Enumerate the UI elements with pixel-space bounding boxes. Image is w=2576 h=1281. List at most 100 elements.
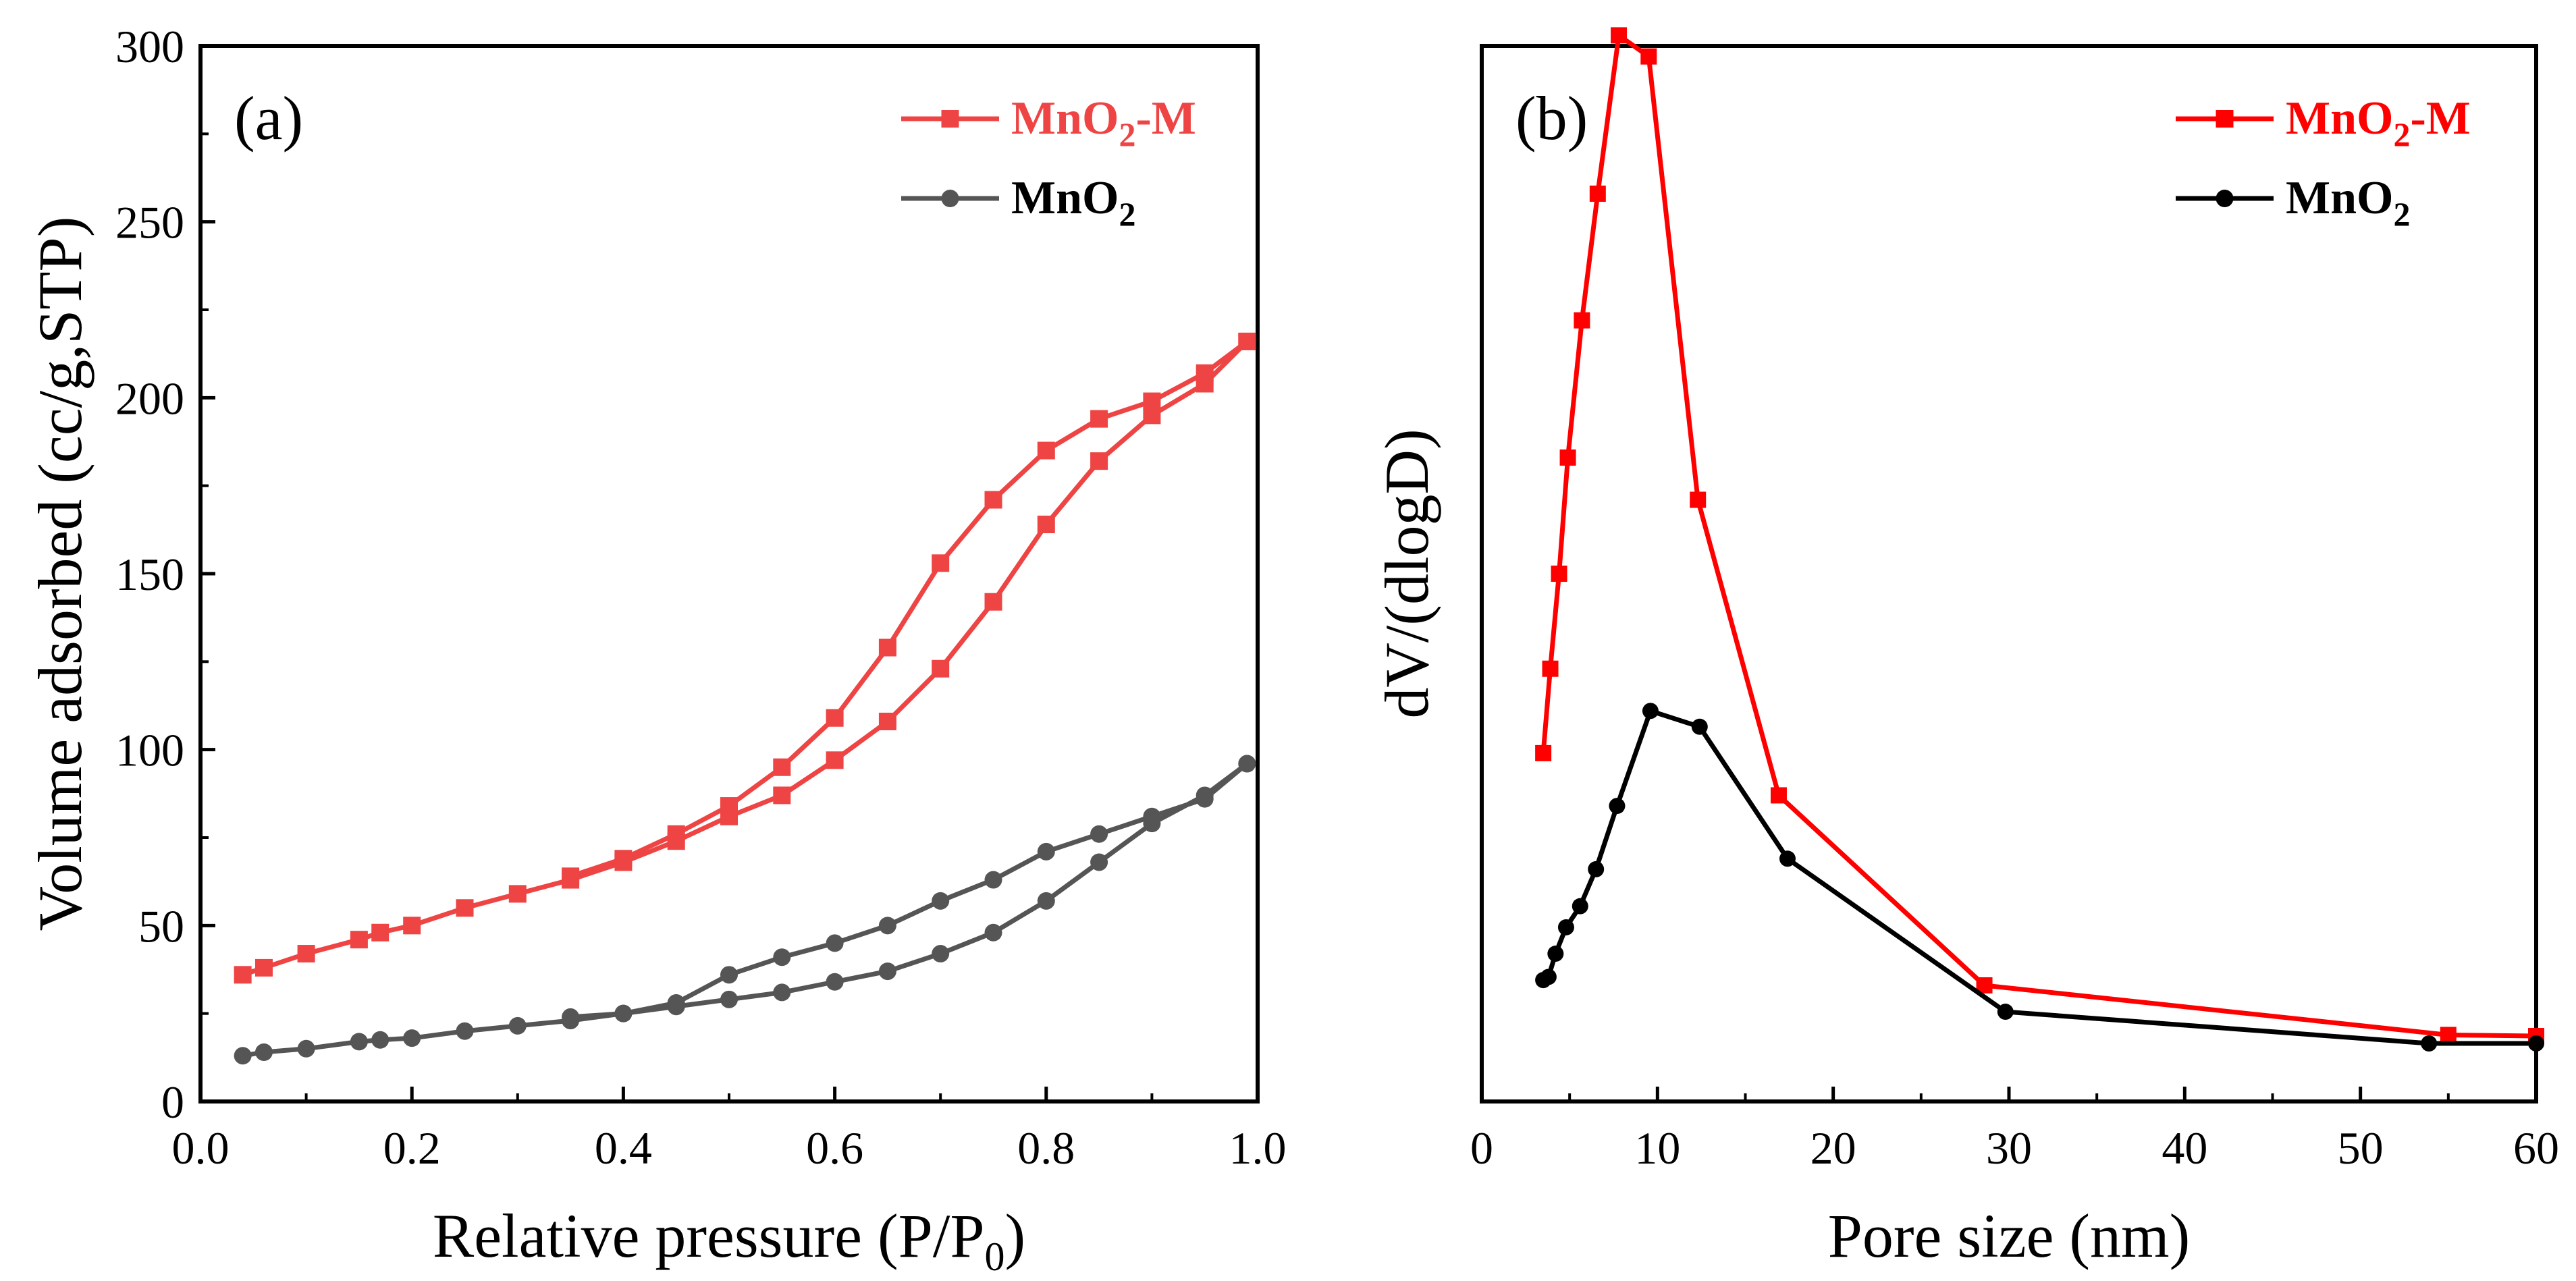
data-point [826,934,844,952]
data-point [1540,969,1557,985]
x-tick-label: 0.6 [806,1122,863,1174]
data-point [1770,787,1787,804]
y-tick-label: 300 [115,21,184,72]
data-point [878,917,896,935]
data-point [984,923,1002,942]
x-tick-label: 50 [2338,1122,2384,1174]
data-point [932,892,950,910]
legend-swatch-marker [2216,190,2234,207]
data-point [403,1029,421,1047]
data-point [371,1031,390,1049]
data-point [1535,744,1552,761]
legend-item-1: MnO2 [901,172,1135,233]
y-tick-label: 50 [138,900,184,952]
data-point [984,491,1002,509]
data-point [1547,946,1564,962]
legend-item-0: MnO2-M [2176,92,2471,153]
data-point [826,751,844,769]
data-point [720,966,738,984]
data-point [984,593,1002,611]
data-point [508,1016,527,1035]
data-point [614,1004,633,1023]
data-point [1557,919,1574,935]
data-point [1037,441,1055,460]
data-point [562,867,580,885]
data-point [1588,861,1605,877]
y-axis-title: dV/(dlogD) [1372,429,1441,718]
x-tick-label: 60 [2513,1122,2559,1174]
data-point [667,994,685,1012]
series-line [242,761,1249,1058]
x-tick-label: 0.2 [383,1122,441,1174]
data-point [878,638,896,657]
legend-label: MnO2 [2286,172,2410,233]
x-tick-label: 1.0 [1229,1122,1287,1174]
data-point [562,1008,580,1026]
legend-label: MnO2 [1011,172,1135,233]
legend-swatch-marker [941,110,959,128]
y-axis-title: Volume adsorbed (cc/g,STP) [26,217,95,931]
data-point [1611,27,1628,44]
data-point [297,945,315,963]
data-point [1640,48,1657,65]
data-point [932,554,950,572]
legend-item-0: MnO2-M [901,92,1196,153]
panel-a: 0.0 0.2 0.4 0.6 0.8 1.0 0 50 100 150 200 250 300 Rela… [26,21,1287,1279]
legend-swatch-marker [941,190,959,207]
panel-b: 0 10 20 30 40 50 60 Pore size (nm) dV/(dlogD) (b)… [1372,27,2559,1270]
legend-label-main: MnO [2286,172,2393,224]
panel-tag: (a) [234,84,303,153]
series-desorption-line [569,339,1249,879]
data-point [773,983,791,1002]
data-point [932,945,950,963]
data-point [1609,798,1626,815]
x-axis-title: Pore size (nm) [1828,1201,2191,1270]
y-tick-label: 100 [115,725,184,776]
data-point [826,973,844,991]
data-point [234,1047,252,1065]
x-axis-title-subscript: 0 [984,1234,1004,1279]
data-point [2440,1027,2457,1043]
legend-label-main: MnO [1011,172,1119,224]
data-point [1196,790,1214,808]
data-point [1143,392,1161,410]
legend-label-main: MnO [1011,92,1119,144]
data-point [1691,718,1708,735]
x-tick-label: 0.4 [595,1122,652,1174]
data-point [1551,566,1567,582]
x-axis-title-close: ) [1004,1201,1025,1270]
data-point [2421,1035,2438,1052]
data-point [1090,825,1108,843]
data-point [350,1033,368,1051]
data-point [932,659,950,678]
data-point [1090,853,1108,871]
data-point [614,850,633,868]
legend-label-subscript: 2 [2393,195,2410,233]
data-point [254,958,273,977]
data-point [1542,660,1559,677]
data-point [1779,850,1796,867]
data-point [1090,410,1108,428]
y-tick-label: 150 [115,549,184,600]
y-tick-label: 250 [115,197,184,248]
y-tick-label: 0 [161,1076,184,1128]
x-tick-label: 0 [1470,1122,1493,1174]
data-point [826,709,844,727]
data-point [1196,364,1214,382]
x-axis-title-main: Relative pressure (P/P [433,1201,985,1270]
data-point [1997,1004,2014,1020]
series-0 [234,332,1256,984]
legend: MnO2-M MnO2 [901,92,1196,233]
data-point [1238,755,1256,773]
data-point [773,758,791,776]
data-point [1037,516,1055,534]
data-point [773,948,791,966]
data-point [2528,1035,2544,1052]
data-point [984,871,1002,889]
data-point [297,1039,315,1058]
legend-label-suffix: -M [2410,92,2470,144]
x-tick-label: 0.8 [1017,1122,1075,1174]
data-point [508,885,527,903]
